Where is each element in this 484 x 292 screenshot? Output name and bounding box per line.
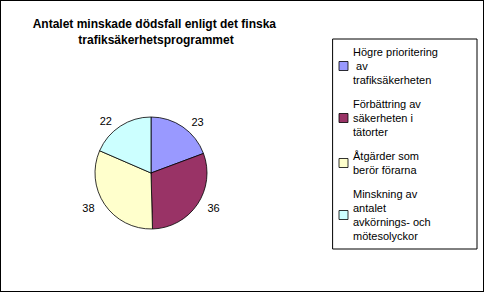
svg-text:23: 23 xyxy=(191,116,203,128)
svg-text:trafiksäkerheten: trafiksäkerheten xyxy=(353,74,431,86)
svg-text:Åtgärder som: Åtgärder som xyxy=(353,150,422,162)
svg-text:Minskning av: Minskning av xyxy=(353,188,420,200)
svg-text:mötesolyckor: mötesolyckor xyxy=(353,230,418,242)
svg-text:avkörnings- och: avkörnings- och xyxy=(353,216,434,228)
svg-text:38: 38 xyxy=(82,202,94,214)
svg-text:trafiksäkerhetsprogrammet: trafiksäkerhetsprogrammet xyxy=(78,33,233,47)
svg-text:av: av xyxy=(353,60,371,72)
svg-text:berör förarna: berör förarna xyxy=(353,164,417,176)
svg-text:Förbättring av: Förbättring av xyxy=(353,98,424,110)
svg-text:antalet: antalet xyxy=(353,202,389,214)
svg-text:Högre prioritering: Högre prioritering xyxy=(353,46,438,58)
svg-text:tätorter: tätorter xyxy=(353,126,388,138)
svg-text:Antalet minskade dödsfall enli: Antalet minskade dödsfall enligt det fin… xyxy=(33,17,280,31)
svg-text:22: 22 xyxy=(100,115,112,127)
svg-text:36: 36 xyxy=(207,202,219,214)
svg-text:säkerheten i: säkerheten i xyxy=(353,112,416,124)
